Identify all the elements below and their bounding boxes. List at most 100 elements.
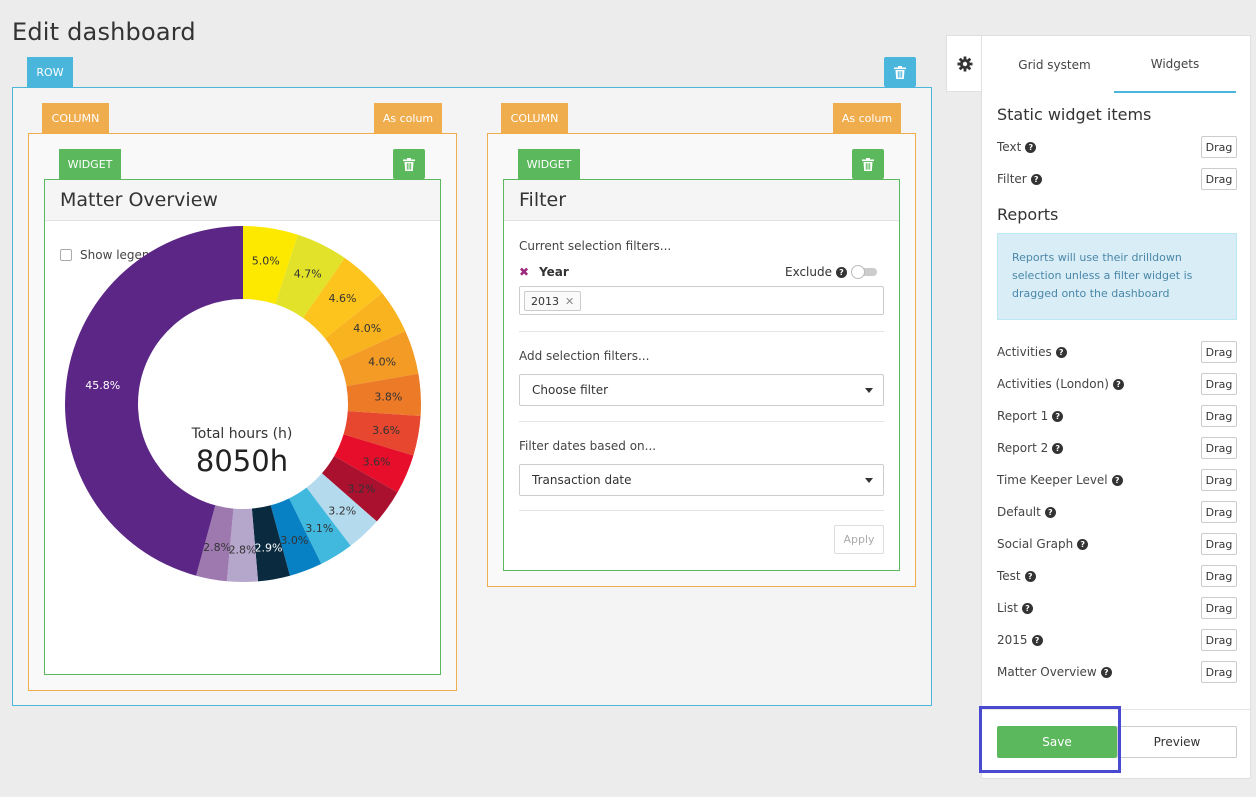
row-tag[interactable]: ROW (27, 57, 73, 88)
year-filter: ✖ Year (519, 265, 569, 279)
drag-button[interactable]: Drag (1201, 405, 1237, 427)
date-basis-select[interactable]: Transaction date (519, 464, 884, 496)
tab-grid-system[interactable]: Grid system (1018, 57, 1091, 72)
help-icon: ? (1077, 538, 1089, 550)
row-delete-button[interactable] (884, 57, 916, 87)
donut-slice[interactable] (270, 498, 322, 576)
slice-label: 3.6% (363, 456, 391, 469)
report-item: Activities (London)? Drag (997, 373, 1237, 395)
right-as-column-button[interactable]: As colum (833, 103, 901, 134)
donut-slice[interactable] (346, 373, 421, 417)
settings-tab[interactable] (946, 35, 982, 92)
donut-slice[interactable] (343, 411, 421, 456)
exclude-control: Exclude ? (785, 265, 877, 279)
report-item-label: Activities (London) (997, 377, 1109, 391)
right-column-tag[interactable]: COLUMN (501, 103, 568, 134)
slice-label: 3.6% (372, 424, 400, 437)
slice-label: 3.8% (374, 390, 402, 403)
report-item-label: Report 2 (997, 441, 1049, 455)
tab-widgets[interactable]: Widgets (1114, 36, 1236, 93)
donut-slice[interactable] (243, 226, 298, 305)
donut-chart: 5.0% 4.7% 4.6% 4.0% 4.0% 3.8% 3.6% 3.6% 3.2% 3.2%… (65, 226, 421, 582)
donut-slice[interactable] (334, 434, 414, 493)
donut-slice[interactable] (338, 331, 419, 387)
save-highlight (979, 706, 1121, 773)
donut-slice[interactable] (226, 508, 259, 582)
donut-slice[interactable] (65, 226, 243, 576)
chip-remove-icon[interactable]: ✕ (565, 294, 575, 308)
drag-button[interactable]: Drag (1201, 501, 1237, 523)
divider (519, 510, 884, 511)
report-item-label: Social Graph (997, 537, 1074, 551)
slice-label: 3.1% (305, 522, 333, 535)
report-item-label: 2015 (997, 633, 1028, 647)
gear-icon (957, 56, 972, 71)
drag-button[interactable]: Drag (1201, 661, 1237, 683)
slice-label: 3.0% (280, 534, 308, 547)
drag-button[interactable]: Drag (1201, 469, 1237, 491)
divider (519, 331, 884, 332)
exclude-toggle[interactable] (851, 265, 877, 279)
report-item: Activities? Drag (997, 341, 1237, 363)
help-icon: ? (1031, 634, 1043, 646)
donut-slice[interactable] (321, 456, 398, 522)
drag-button[interactable]: Drag (1201, 533, 1237, 555)
donut-slice[interactable] (275, 234, 345, 318)
report-item-label: List (997, 601, 1018, 615)
help-icon: ? (1030, 173, 1042, 185)
donut-slice[interactable] (303, 257, 383, 339)
slice-label: 3.2% (328, 504, 356, 517)
drag-button[interactable]: Drag (1201, 341, 1237, 363)
save-button[interactable]: Save (997, 726, 1117, 758)
left-column-tag[interactable]: COLUMN (42, 103, 109, 134)
donut-slice[interactable] (289, 487, 351, 564)
slice-label: 4.0% (368, 355, 396, 368)
drag-button[interactable]: Drag (1201, 565, 1237, 587)
slice-label: 2.8% (229, 543, 257, 556)
total-hours-value: 8050h (195, 444, 289, 478)
year-tag-input[interactable]: 2013 ✕ (519, 286, 884, 315)
current-filters-label: Current selection filters... (519, 239, 672, 253)
slice-label: 3.2% (347, 483, 375, 496)
slice-label: 5.0% (252, 254, 280, 267)
choose-filter-select[interactable]: Choose filter (519, 374, 884, 406)
donut-slice[interactable] (251, 505, 290, 582)
caret-down-icon (865, 388, 873, 393)
widgets-panel: Grid system Widgets Static widget items … (981, 35, 1251, 779)
donut-slice[interactable] (325, 293, 406, 361)
right-widget-tag[interactable]: WIDGET (518, 149, 580, 180)
donut-slice[interactable] (196, 505, 234, 582)
drag-button[interactable]: Drag (1201, 597, 1237, 619)
trash-icon (862, 157, 874, 171)
drag-button[interactable]: Drag (1201, 437, 1237, 459)
show-legend-checkbox[interactable] (60, 249, 72, 261)
report-item: Report 2? Drag (997, 437, 1237, 459)
year-chip-label: 2013 (531, 294, 559, 308)
left-as-column-button[interactable]: As colum (374, 103, 442, 134)
panel-divider (982, 709, 1250, 710)
drag-button[interactable]: Drag (1201, 373, 1237, 395)
right-widget-delete-button[interactable] (852, 149, 884, 179)
donut-slice[interactable] (306, 473, 377, 546)
reports-title: Reports (997, 205, 1059, 224)
widget-title: Matter Overview (45, 180, 440, 221)
report-item: Matter Overview? Drag (997, 661, 1237, 683)
left-widget-delete-button[interactable] (393, 149, 425, 179)
trash-icon (403, 157, 415, 171)
trash-icon (894, 65, 906, 79)
preview-button[interactable]: Preview (1117, 726, 1237, 758)
date-basis-value: Transaction date (532, 473, 632, 487)
help-icon: ? (1025, 141, 1037, 153)
slice-label: 2.8% (203, 541, 231, 554)
show-legend-row[interactable]: Show legend (60, 248, 157, 262)
apply-button[interactable]: Apply (834, 525, 884, 554)
static-widget-item-label: Text (997, 140, 1022, 154)
left-widget-tag[interactable]: WIDGET (59, 149, 121, 180)
drag-button[interactable]: Drag (1201, 136, 1237, 158)
help-icon: ? (1111, 474, 1123, 486)
drag-button[interactable]: Drag (1201, 168, 1237, 190)
drag-button[interactable]: Drag (1201, 629, 1237, 651)
matter-overview-widget: Matter Overview Show legend 5.0% 4.7% 4.6%… (44, 179, 441, 675)
remove-year-icon[interactable]: ✖ (519, 265, 530, 279)
report-item: Test? Drag (997, 565, 1237, 587)
